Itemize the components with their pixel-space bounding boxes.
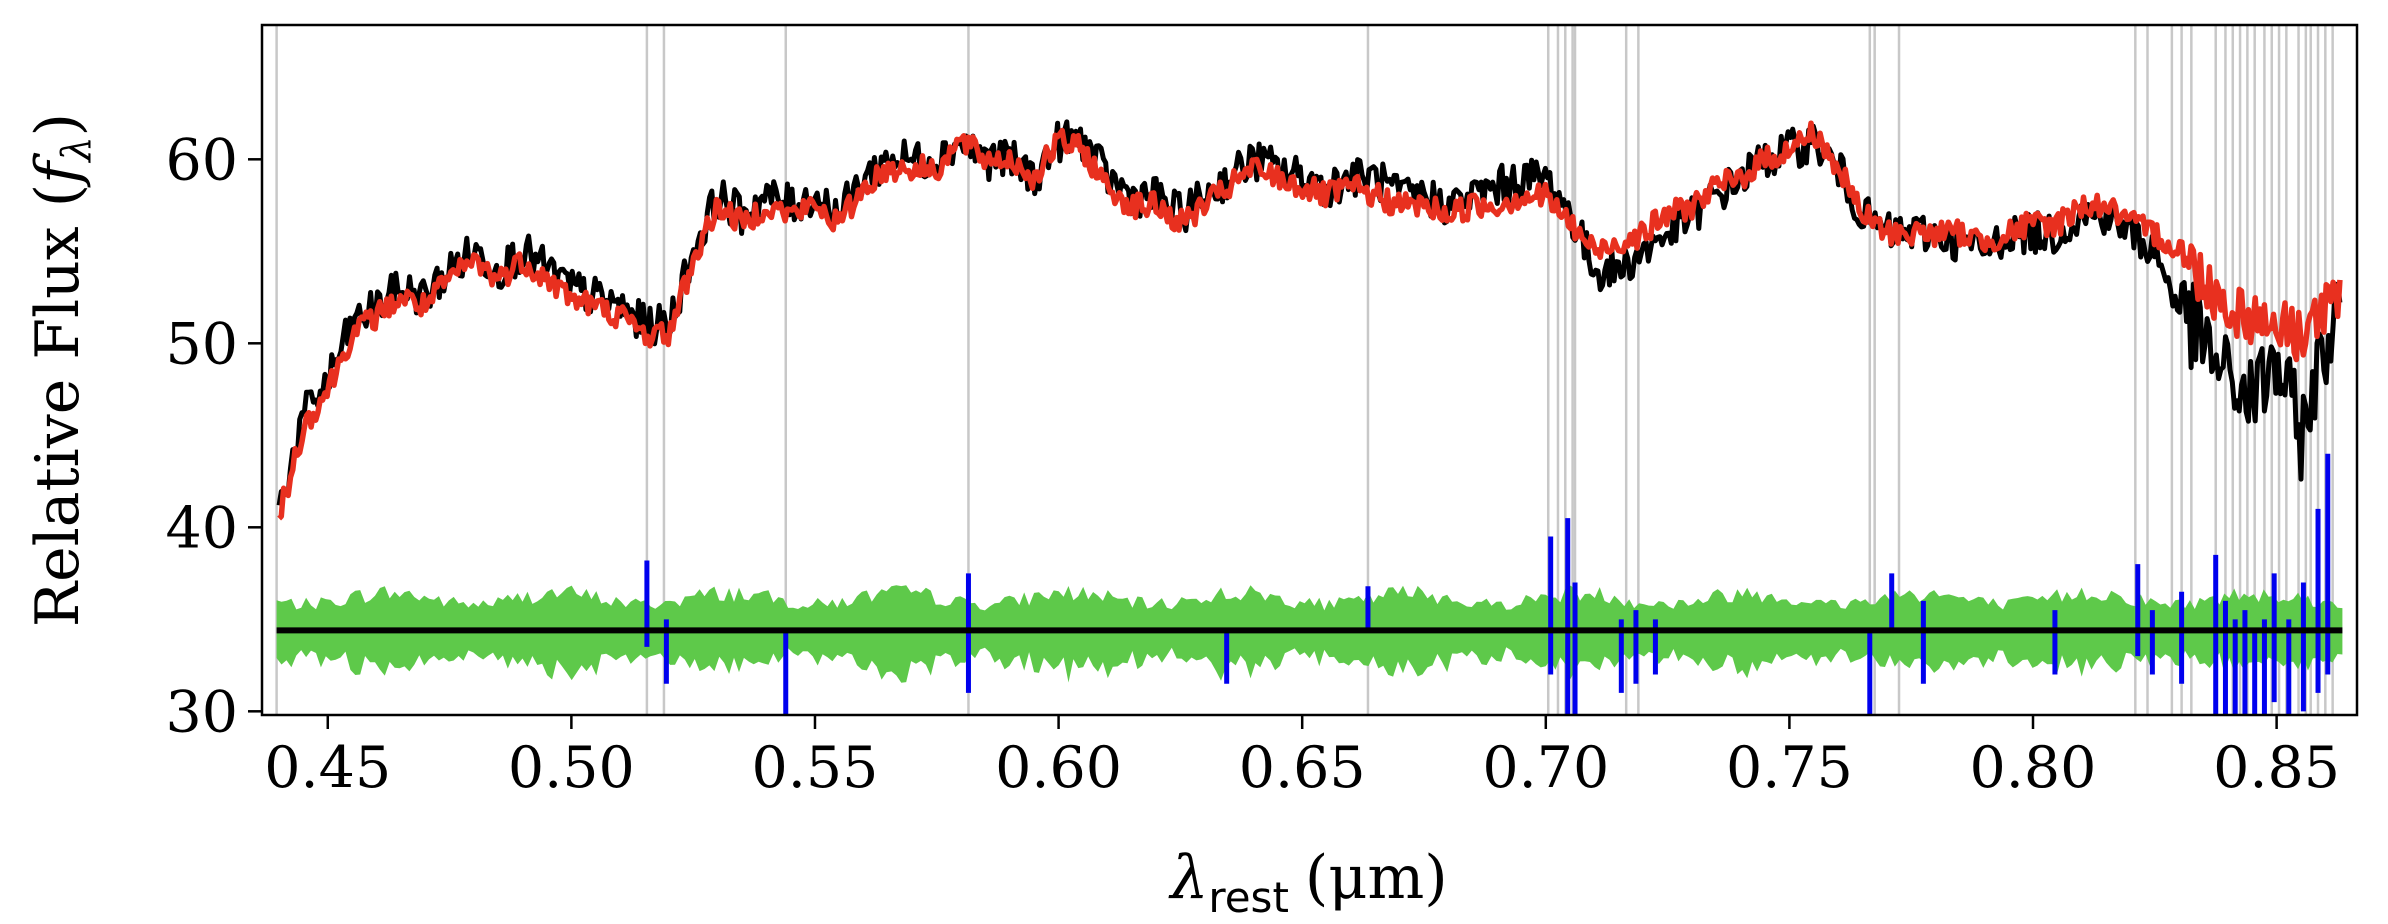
x-axis-label-subscript: rest: [1208, 873, 1289, 922]
x-axis: 0.45 0.50 0.55 0.60 0.65 0.70 0.75 0.80 0.85: [264, 715, 2340, 801]
y-axis-label-subscript: λ: [54, 136, 100, 163]
x-tick-label: 0.85: [2213, 735, 2340, 801]
observed-spectrum-line: [276, 119, 2343, 506]
y-axis-label-close: ): [23, 113, 93, 136]
y-tick-label: 50: [165, 311, 238, 377]
x-tick-label: 0.80: [1970, 735, 2097, 801]
x-tick-label: 0.45: [264, 735, 391, 801]
plot-frame: [260, 23, 2359, 717]
y-axis-label-text: Relative Flux (: [23, 184, 93, 627]
y-tick-label: 40: [165, 495, 238, 561]
y-axis-label: Relative Flux (fλ): [23, 113, 100, 627]
x-tick-label: 0.50: [508, 735, 635, 801]
noise-band: [276, 585, 2343, 683]
x-tick-label: 0.75: [1726, 735, 1853, 801]
x-tick-label: 0.55: [752, 735, 879, 801]
x-tick-label: 0.65: [1239, 735, 1366, 801]
model-spectrum-line: [277, 120, 2343, 521]
x-tick-label: 0.70: [1482, 735, 1609, 801]
plot-area: [275, 25, 2343, 715]
x-axis-label-symbol: λ: [1168, 843, 1208, 913]
x-axis-label-unit: (μm): [1305, 843, 1448, 913]
y-tick-label: 60: [165, 127, 238, 193]
y-axis: 30 40 50 60: [165, 127, 262, 745]
y-tick-label: 30: [165, 679, 238, 745]
x-axis-label: λrest (μm): [1168, 843, 1447, 922]
x-tick-label: 0.60: [995, 735, 1122, 801]
